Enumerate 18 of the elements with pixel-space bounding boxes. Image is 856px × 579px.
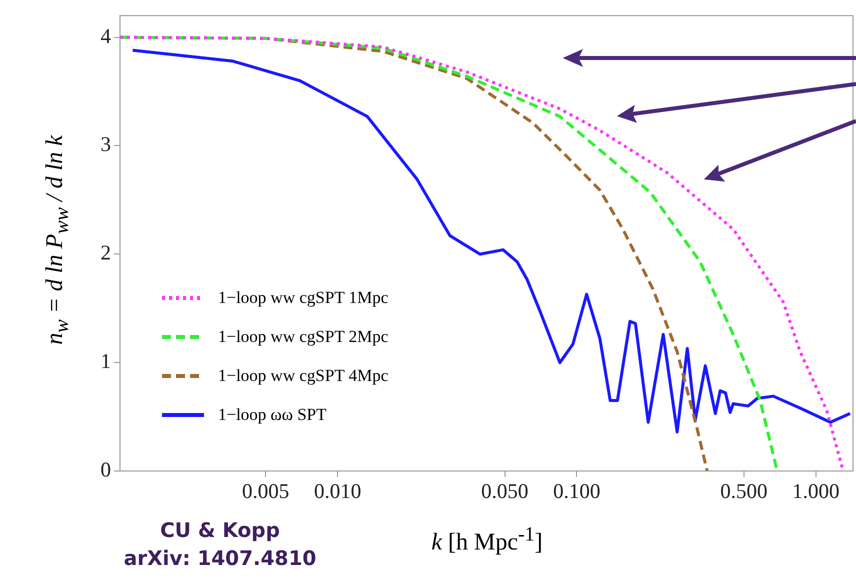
y-tick-label: 3	[100, 132, 111, 156]
x-axis-title: k [h Mpc$^{-1}$]	[431, 524, 543, 556]
y-tick-label: 0	[100, 458, 111, 482]
x-tick-label: 0.005	[242, 479, 290, 504]
x-tick-label: 0.100	[553, 479, 600, 504]
x-tick-label: 0.010	[314, 479, 362, 504]
legend-label: 1−loop ωω SPT	[218, 404, 326, 424]
text: arXiv: 1407.4810	[122, 546, 318, 570]
legend-label: 1−loop ww cgSPT 2Mpc	[218, 326, 388, 346]
y-tick-label: 4	[100, 24, 112, 48]
x-tick-label: 1.000	[792, 479, 840, 504]
y-tick-label: 1	[100, 349, 111, 374]
y-tick-label: 2	[100, 240, 111, 265]
text: CU & Kopp	[159, 518, 281, 542]
legend-label: 1−loop ww cgSPT 4Mpc	[218, 366, 388, 386]
x-tick-label: 0.500	[720, 479, 768, 504]
x-tick-label: 0.050	[481, 479, 528, 504]
legend-label: 1−loop ww cgSPT 1Mpc	[218, 288, 388, 308]
